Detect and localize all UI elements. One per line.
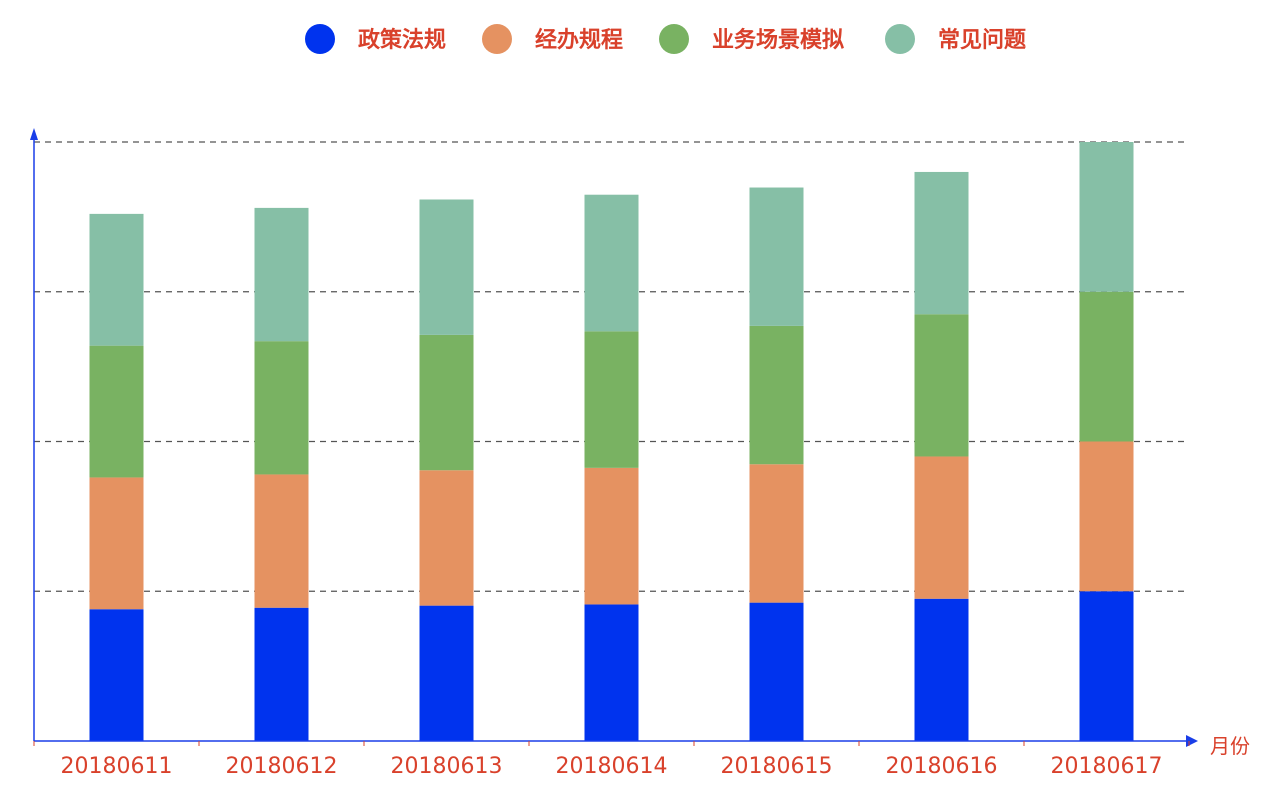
legend-marker — [885, 24, 915, 54]
bar-segment — [1079, 142, 1134, 292]
legend-marker — [659, 24, 689, 54]
legend: 政策法规 经办规程 业务场景模拟 常见问题 — [305, 24, 1027, 54]
legend-label: 常见问题 — [938, 27, 1027, 53]
legend-item[interactable]: 政策法规 — [305, 24, 446, 54]
bar-segment — [254, 607, 309, 741]
bar-segment — [749, 602, 804, 741]
legend-marker — [305, 24, 335, 54]
legend-label: 经办规程 — [535, 27, 623, 53]
y-axis-arrow — [30, 128, 38, 140]
bar-segment — [584, 604, 639, 741]
bar-segment — [89, 609, 144, 741]
x-tick-label: 20180611 — [61, 754, 173, 779]
legend-item[interactable]: 经办规程 — [482, 24, 623, 54]
x-tick-label: 20180616 — [886, 754, 998, 779]
bar-segment — [584, 194, 639, 332]
bar-segment — [749, 187, 804, 326]
legend-label: 政策法规 — [358, 27, 446, 53]
x-tick-label: 20180612 — [226, 754, 338, 779]
bar-segment — [89, 477, 144, 610]
bar-segment — [254, 341, 309, 475]
bar-segment — [1079, 591, 1134, 741]
bar-segment — [749, 464, 804, 603]
x-axis-arrow — [1186, 735, 1198, 747]
bar-segment — [419, 605, 474, 741]
x-tick-label: 20180615 — [721, 754, 833, 779]
bar-segment — [914, 314, 969, 457]
legend-marker — [482, 24, 512, 54]
bar-segment — [1079, 291, 1134, 442]
bar-segment — [419, 199, 474, 335]
x-tick-label: 20180617 — [1051, 754, 1163, 779]
x-axis-label: 月份 — [1210, 734, 1250, 758]
bar-segment — [89, 345, 144, 478]
axes — [30, 128, 1198, 747]
bar-segment — [584, 331, 639, 468]
bar-segment — [254, 474, 309, 608]
bar-segment — [419, 470, 474, 606]
legend-item[interactable]: 常见问题 — [885, 24, 1027, 54]
legend-item[interactable]: 业务场景模拟 — [659, 24, 844, 54]
bar-segment — [254, 207, 309, 342]
bar-segment — [749, 325, 804, 465]
bar-segment — [1079, 441, 1134, 592]
bar-segment — [914, 171, 969, 315]
x-tick-label: 20180613 — [391, 754, 503, 779]
bar-segment — [914, 456, 969, 599]
bar-segment — [419, 334, 474, 471]
bar-segment — [584, 467, 639, 605]
bar-segment — [89, 213, 144, 346]
x-tick-label: 20180614 — [556, 754, 668, 779]
legend-label: 业务场景模拟 — [712, 28, 844, 53]
bars — [89, 142, 1134, 741]
bar-segment — [914, 598, 969, 741]
x-tick-labels: 20180611 20180612 20180613 20180614 20180615… — [61, 754, 1163, 779]
